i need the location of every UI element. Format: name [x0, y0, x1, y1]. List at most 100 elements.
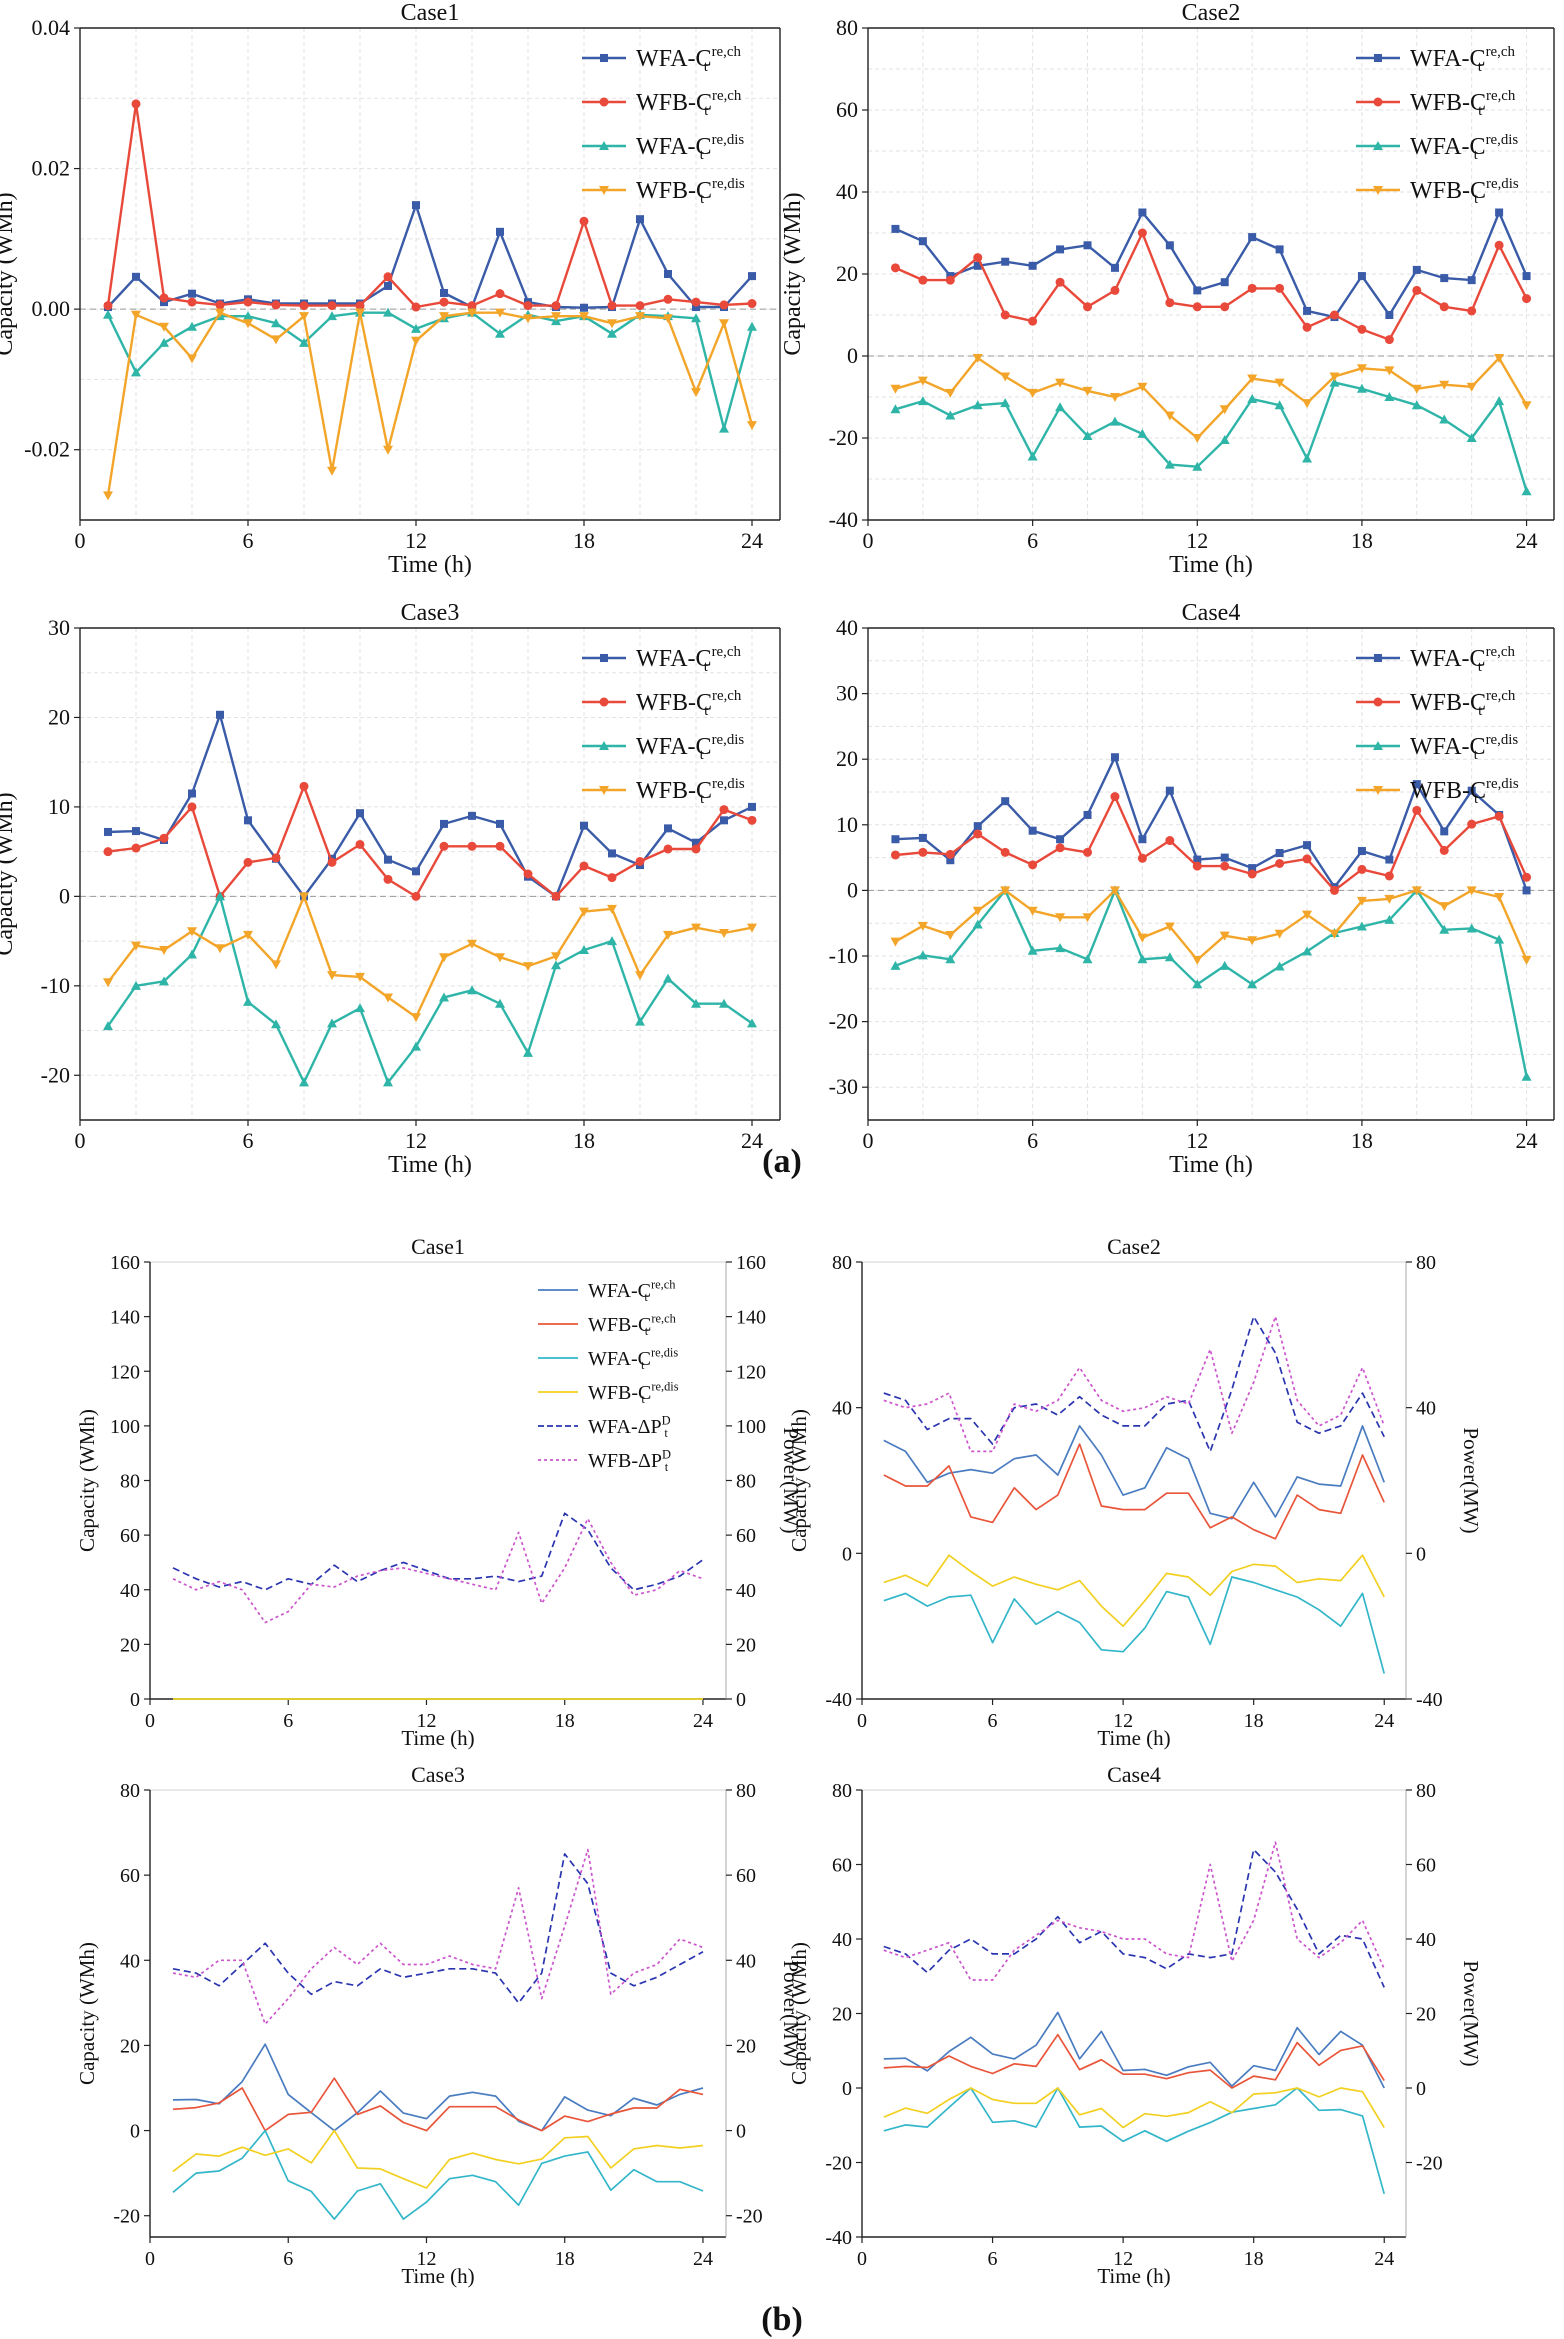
legend-wfb_ch-label-sub: t: [1478, 703, 1483, 719]
y-tick-label: -10: [829, 943, 858, 968]
point-wfb_ch-5: [1000, 847, 1010, 857]
x-tick-label: 6: [1027, 528, 1038, 553]
y-tick-label: 20: [832, 2004, 852, 2026]
legend-b_wfa_dis-label: WFA-Cre,dis t: [588, 1346, 678, 1372]
y-tick-label: -0.02: [24, 437, 70, 462]
point-wfa_ch-22: [692, 303, 700, 312]
point-wfb_ch-20: [1412, 285, 1422, 295]
point-wfb_ch-2: [918, 275, 928, 285]
point-wfa_dis-10: [355, 1003, 365, 1013]
point-wfa_ch-11: [384, 281, 392, 290]
point-wfa_ch-6: [244, 816, 252, 825]
point-wfa_ch-11: [1165, 786, 1174, 795]
point-wfa_dis-18: [579, 945, 589, 955]
point-wfb_ch-19: [607, 873, 617, 883]
point-wfa_dis-11: [1164, 459, 1175, 469]
point-wfb_dis-11: [383, 993, 393, 1003]
point-wfb_dis-23: [719, 929, 729, 939]
point-wfa_dis-21: [1439, 924, 1450, 934]
y2-tick-label: 120: [736, 1361, 766, 1383]
point-wfa_ch-9: [1110, 753, 1119, 762]
point-wfa_dis-18: [1356, 383, 1367, 393]
point-wfa_dis-13: [439, 992, 449, 1002]
legend-wfb_dis-label-sup: re,dis: [712, 176, 745, 192]
series-line-b_wfb_dp: [883, 1841, 1385, 1981]
point-wfa_dis-2: [131, 980, 141, 990]
legend-wfb_ch-label-sub: t: [704, 703, 709, 719]
y-tick-label: 20: [120, 2035, 140, 2057]
series-line-wfb_dis: [107, 895, 753, 1019]
point-wfb_dis-24: [1521, 955, 1532, 965]
point-wfa_ch-22: [692, 838, 700, 847]
y2-axis-label: Power(MW): [1459, 1960, 1483, 2066]
legend-b_wfb_dis-label-sub: t: [641, 1392, 645, 1406]
x-tick-label: 24: [1374, 2248, 1394, 2270]
point-wfa_ch-10: [1138, 835, 1147, 844]
y-tick-label: 20: [48, 704, 70, 729]
point-wfa_ch-22: [1467, 786, 1476, 795]
x-tick-label: 6: [283, 2248, 293, 2270]
point-wfb_ch-1: [103, 847, 113, 857]
series-line-wfb_ch: [107, 785, 753, 898]
point-wfb_ch-18: [579, 861, 589, 871]
point-wfb_ch-16: [523, 301, 533, 311]
point-wfb_dis-21: [1439, 902, 1450, 912]
legend-marker-wfb_dis: [599, 786, 609, 795]
point-wfb_ch-1: [890, 263, 900, 273]
series-line-wfa_dis: [895, 381, 1528, 492]
point-wfb_dis-11: [383, 445, 393, 455]
y2-tick-label: 0: [1416, 1543, 1426, 1565]
legend-wfb_dis-label-main: WFB-C: [636, 778, 712, 804]
legend-b_wfb_dis-label-main: WFB-C: [588, 1382, 651, 1404]
point-wfa_dis-8: [1082, 430, 1093, 440]
point-wfb_ch-14: [467, 301, 477, 311]
y-tick-label: -40: [825, 1689, 852, 1711]
point-wfa_dis-14: [467, 985, 477, 995]
point-wfb_dis-21: [1439, 380, 1450, 390]
point-wfb_dis-23: [1494, 354, 1505, 364]
y-tick-label: 160: [110, 1252, 140, 1274]
legend-wfa_ch-label-sup: re,ch: [712, 644, 742, 660]
point-wfb_ch-9: [327, 301, 337, 311]
point-wfa_dis-1: [890, 960, 901, 970]
y2-tick-label: 80: [736, 1780, 756, 1802]
legend-wfb_ch-label-sup: re,ch: [712, 88, 742, 104]
point-wfa_dis-7: [1055, 402, 1066, 412]
y-axis-label: Capacity (WMh): [787, 1942, 811, 2085]
point-wfb_ch-9: [1110, 792, 1120, 802]
point-wfb_dis-22: [691, 388, 701, 398]
point-wfa_ch-23: [1495, 208, 1504, 217]
point-wfa_dis-19: [1384, 392, 1395, 401]
point-wfb_dis-8: [1082, 913, 1093, 923]
point-wfb_ch-2: [918, 847, 928, 857]
series-line-b_wfb_dis: [172, 2129, 704, 2189]
series-line-b_wfb_dp: [883, 1315, 1385, 1453]
point-wfb_dis-4: [972, 354, 983, 364]
x-tick-label: 18: [555, 2248, 575, 2270]
x-tick-label: 18: [1244, 1710, 1264, 1732]
point-wfa_ch-18: [580, 821, 588, 830]
y-tick-label: 60: [832, 1855, 852, 1877]
x-tick-label: 0: [75, 528, 86, 553]
point-wfa_ch-12: [1193, 855, 1202, 864]
point-wfb_dis-9: [1109, 886, 1120, 896]
point-wfa_dis-12: [411, 323, 421, 333]
point-wfa_dis-10: [1137, 428, 1148, 438]
point-wfb_dis-16: [523, 314, 533, 324]
x-axis-label: Time (h): [1097, 1726, 1170, 1750]
point-wfa_dis-13: [1219, 960, 1230, 970]
point-wfb_dis-14: [467, 308, 477, 318]
x-tick-label: 6: [243, 1128, 254, 1153]
point-wfa_dis-20: [635, 1016, 645, 1026]
y-tick-label: 20: [836, 746, 858, 771]
series-line-wfa_ch: [894, 211, 1528, 319]
point-wfa_ch-19: [608, 849, 616, 858]
x-tick-label: 18: [1244, 2248, 1264, 2270]
point-wfa_dis-8: [299, 337, 309, 347]
point-wfa_ch-24: [1522, 886, 1531, 895]
y-tick-label: 10: [48, 794, 70, 819]
series-line-wfb_dis: [106, 311, 754, 496]
